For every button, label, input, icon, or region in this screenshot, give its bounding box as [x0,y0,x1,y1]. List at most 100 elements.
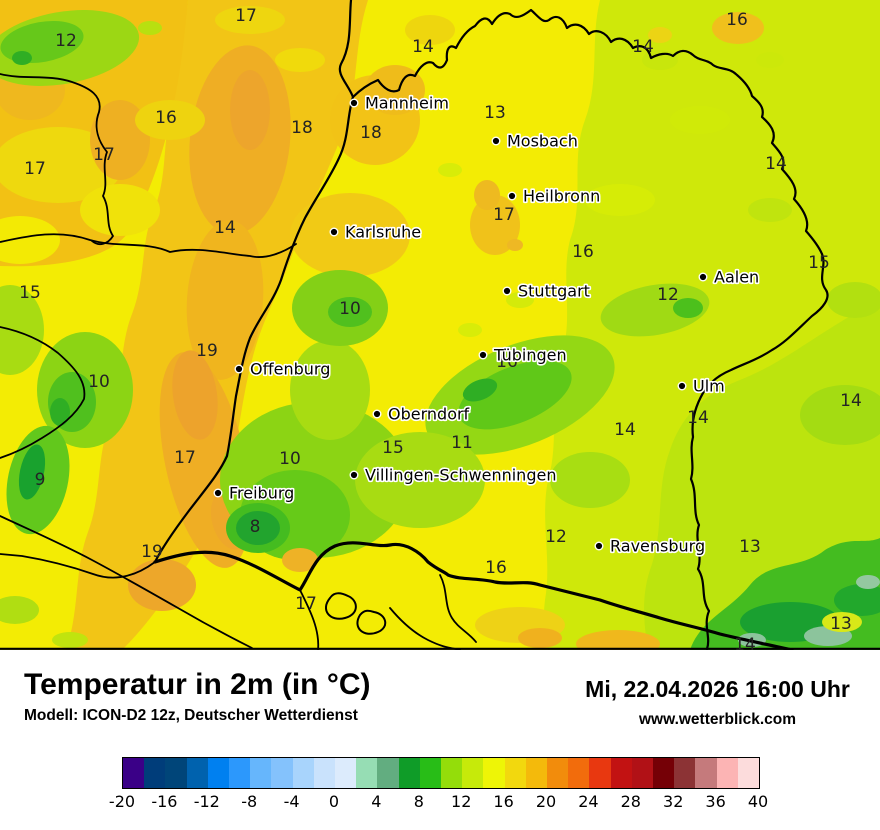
footer-left: Temperatur in 2m (in °C) Modell: ICON-D2… [24,668,370,725]
legend-color-cell [292,758,314,788]
temp-value: 10 [88,372,110,392]
city-marker: Offenburg [234,358,332,380]
temp-value: 16 [496,352,518,372]
temp-value: 17 [174,448,196,468]
city-marker: Mosbach [491,130,579,152]
legend-color-cell [568,758,590,788]
temp-value: 12 [55,31,77,51]
legend-color-cell [716,758,738,788]
temp-value: 18 [291,118,313,138]
temp-value: 16 [726,10,748,30]
city-marker: Ravensburg [594,535,707,557]
city-label: Oberndorf [388,405,470,424]
website-link: www.wetterblick.com [638,711,797,728]
legend-color-cell [462,758,484,788]
legend-color-cell [610,758,632,788]
temp-value: 8 [250,517,261,537]
city-marker: Tübingen [478,344,568,366]
legend-color-cell [504,758,526,788]
temperature-legend: -20 -16 -12 -8 -4 0 4 8 12 16 20 24 28 32 36 40 [0,750,880,830]
temp-value: 19 [196,341,218,361]
city-marker: Karlsruhe [329,221,423,243]
legend-color-cell [674,758,696,788]
temp-value: 12 [545,527,567,547]
temp-value: 9 [35,470,46,490]
city-dot-icon [507,191,517,201]
temp-value: 14 [687,408,709,428]
city-dot-icon [698,272,708,282]
model-info: Modell: ICON-D2 12z, Deutscher Wetterdie… [24,707,358,724]
legend-color-cell [165,758,187,788]
city-label: Offenburg [250,360,330,379]
city-marker: Villingen-Schwenningen [349,464,558,486]
legend-tick-label: -12 [193,792,220,811]
city-marker: Ulm [677,375,726,397]
legend-color-cell [271,758,293,788]
legend-tick-label: 40 [747,792,769,811]
city-label: Stuttgart [518,282,590,301]
temp-value: 17 [93,145,115,165]
legend-color-cell [207,758,230,788]
legend-color-cell [377,758,399,788]
temp-value: 18 [360,123,382,143]
temp-value: 14 [734,635,756,650]
city-marker: Oberndorf [372,403,471,425]
temp-value: 17 [493,205,515,225]
temp-value: 14 [412,37,434,57]
temp-value: 13 [739,537,761,557]
legend-color-cell [525,758,548,788]
legend-tick-label: -16 [151,792,178,811]
legend-tick-label: 16 [493,792,514,811]
temp-value: 15 [382,438,404,458]
city-dot-icon [234,364,244,374]
legend-tick-label: 8 [413,792,424,811]
city-label: Karlsruhe [345,223,421,242]
legend-color-cell [419,758,442,788]
city-dot-icon [491,136,501,146]
legend-tick-label: 4 [371,792,382,811]
city-marker: Stuttgart [502,280,592,302]
legend-color-cell [441,758,463,788]
temp-value: 14 [632,37,654,57]
legend-color-cell [547,758,569,788]
city-dot-icon [502,286,512,296]
city-label: Tübingen [493,346,567,365]
legend-tick-label: -4 [283,792,300,811]
temp-value: 16 [485,558,507,578]
legend-color-cell [589,758,611,788]
temp-value: 10 [279,449,301,469]
legend-color-cell [186,758,208,788]
city-marker: Heilbronn [507,185,602,207]
city-marker: Aalen [698,266,761,288]
temp-value: 14 [765,154,787,174]
city-dot-icon [372,409,382,419]
legend-color-cell [144,758,166,788]
city-dot-icon [213,488,223,498]
temp-value: 10 [339,299,361,319]
city-label: Mannheim [365,94,449,113]
city-label: Villingen-Schwenningen [365,466,556,485]
city-label: Freiburg [229,484,294,503]
legend-color-cell [631,758,654,788]
valid-datetime: Mi, 22.04.2026 16:00 Uhr [585,676,850,702]
border-lines [0,0,880,650]
temp-value: 14 [214,218,236,238]
temp-value: 17 [24,159,46,179]
legend-tick-label: 20 [535,792,557,811]
city-marker: Freiburg [213,482,296,504]
temperature-values-layer: 17 12 14 16 18 18 17 17 16 14 13 14 17 14 15 16 15 12 10 19… [19,6,862,650]
legend-color-cell [483,758,505,788]
temp-value: 16 [155,108,177,128]
legend-tick-label: 36 [705,792,726,811]
legend-tick-row: -20 -16 -12 -8 -4 0 4 8 12 16 20 24 28 32 36 40 [0,792,880,816]
legend-color-cell [398,758,420,788]
legend-color-cell [229,758,251,788]
legend-tick-label: -20 [108,792,136,811]
city-dot-icon [478,350,488,360]
terrain-layer [0,0,880,650]
legend-tick-label: 24 [578,792,599,811]
city-label: Heilbronn [523,187,600,206]
city-dot-icon [349,98,359,108]
temp-value: 19 [141,542,163,562]
